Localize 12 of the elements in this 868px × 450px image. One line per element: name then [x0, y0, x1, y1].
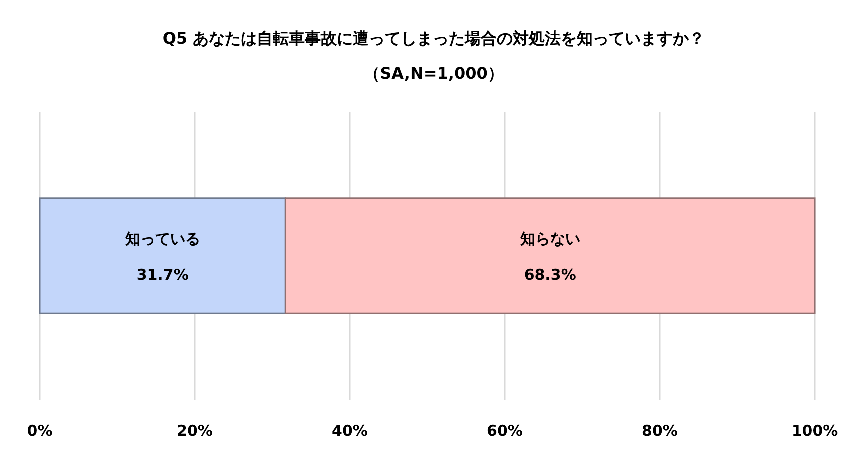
chart-subtitle: （SA,N=1,000）: [364, 64, 504, 83]
x-tick-label: 80%: [642, 422, 678, 440]
series-label: 知っている: [124, 230, 200, 248]
data-label: 68.3%: [524, 266, 576, 284]
x-tick-label: 60%: [487, 422, 523, 440]
data-label: 31.7%: [136, 266, 189, 284]
chart-title: Q5 あなたは自転車事故に遭ってしまった場合の対処法を知っていますか？: [162, 29, 706, 48]
x-tick-label: 100%: [792, 422, 838, 440]
x-tick-label: 20%: [177, 422, 213, 440]
x-tick-label: 0%: [27, 422, 53, 440]
series-label: 知らない: [519, 230, 580, 248]
x-tick-label: 40%: [332, 422, 368, 440]
